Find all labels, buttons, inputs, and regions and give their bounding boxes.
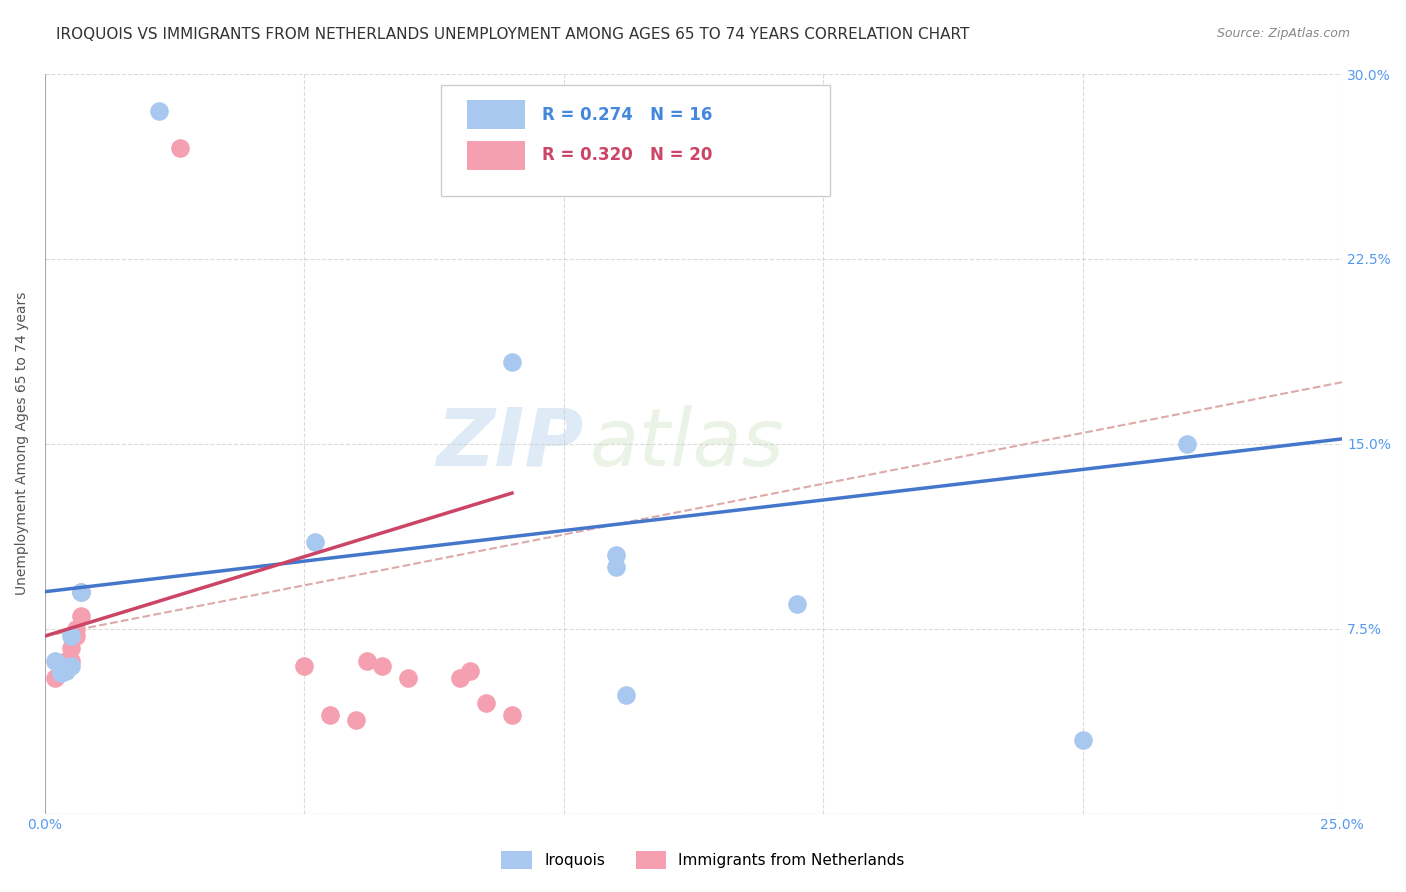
- Point: [169, 141, 191, 155]
- Point: [475, 696, 498, 710]
- Point: [319, 707, 342, 722]
- Point: [614, 688, 637, 702]
- Point: [501, 707, 523, 722]
- Point: [356, 654, 378, 668]
- Point: [605, 548, 627, 562]
- Point: [65, 629, 87, 643]
- Point: [49, 666, 72, 681]
- Point: [1175, 437, 1198, 451]
- FancyBboxPatch shape: [467, 100, 524, 129]
- Point: [70, 609, 93, 624]
- Point: [501, 355, 523, 369]
- Point: [44, 671, 66, 685]
- Legend: Iroquois, Immigrants from Netherlands: Iroquois, Immigrants from Netherlands: [495, 845, 911, 875]
- Point: [294, 658, 316, 673]
- FancyBboxPatch shape: [440, 85, 830, 196]
- Y-axis label: Unemployment Among Ages 65 to 74 years: Unemployment Among Ages 65 to 74 years: [15, 292, 30, 596]
- Point: [49, 658, 72, 673]
- Point: [371, 658, 394, 673]
- Text: Source: ZipAtlas.com: Source: ZipAtlas.com: [1216, 27, 1350, 40]
- Text: atlas: atlas: [591, 405, 785, 483]
- Point: [786, 597, 808, 611]
- Point: [55, 664, 77, 678]
- Point: [605, 560, 627, 574]
- Point: [344, 713, 367, 727]
- Point: [59, 658, 82, 673]
- Point: [70, 584, 93, 599]
- Text: IROQUOIS VS IMMIGRANTS FROM NETHERLANDS UNEMPLOYMENT AMONG AGES 65 TO 74 YEARS C: IROQUOIS VS IMMIGRANTS FROM NETHERLANDS …: [56, 27, 970, 42]
- Point: [59, 641, 82, 656]
- Point: [49, 658, 72, 673]
- Point: [449, 671, 471, 685]
- Point: [1071, 732, 1094, 747]
- Point: [460, 664, 482, 678]
- Text: R = 0.320   N = 20: R = 0.320 N = 20: [541, 146, 713, 164]
- Point: [70, 584, 93, 599]
- Point: [304, 535, 326, 549]
- Point: [396, 671, 419, 685]
- FancyBboxPatch shape: [467, 141, 524, 170]
- Point: [59, 654, 82, 668]
- Point: [65, 622, 87, 636]
- Text: R = 0.274   N = 16: R = 0.274 N = 16: [541, 105, 713, 124]
- Point: [59, 629, 82, 643]
- Point: [55, 654, 77, 668]
- Text: ZIP: ZIP: [436, 405, 583, 483]
- Point: [148, 103, 170, 118]
- Point: [44, 654, 66, 668]
